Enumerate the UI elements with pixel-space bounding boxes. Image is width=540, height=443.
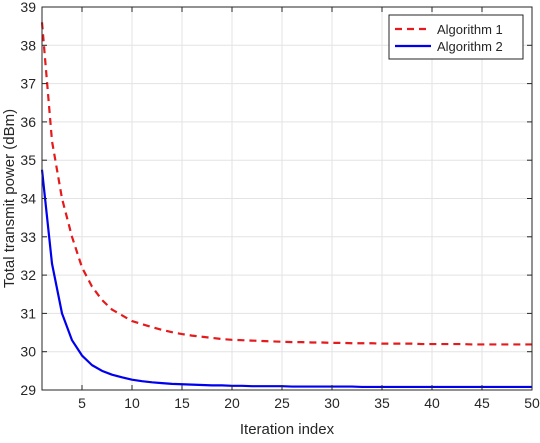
y-tick-label: 35 xyxy=(20,152,36,168)
grid-lines xyxy=(42,7,533,390)
x-tick-label: 30 xyxy=(324,395,340,411)
tick-labels: 5 10 15 20 25 30 35 40 45 50 29 30 31 32 33 34 35 36 37 38 3… xyxy=(20,0,540,411)
x-axis-label: Iteration index xyxy=(240,421,335,438)
y-tick-label: 30 xyxy=(20,344,36,360)
series-layer xyxy=(40,22,532,389)
y-tick-label: 36 xyxy=(20,114,36,130)
y-axis-label: Total transmit power (dBm) xyxy=(1,109,18,288)
y-tick-label: 29 xyxy=(20,382,36,398)
y-tick-label: 37 xyxy=(20,76,36,92)
x-tick-label: 20 xyxy=(224,395,240,411)
x-tick-label: 25 xyxy=(274,395,290,411)
y-tick-label: 33 xyxy=(20,229,36,245)
axis-ticks xyxy=(42,6,533,391)
x-tick-label: 35 xyxy=(374,395,390,411)
x-tick-label: 10 xyxy=(124,395,140,411)
legend-label-1: Algorithm 1 xyxy=(437,22,503,37)
y-tick-label: 32 xyxy=(20,267,36,283)
x-tick-label: 50 xyxy=(524,395,540,411)
y-tick-label: 38 xyxy=(20,37,36,53)
legend-label-2: Algorithm 2 xyxy=(437,39,503,54)
series-line-2 xyxy=(40,169,532,389)
x-tick-label: 15 xyxy=(174,395,190,411)
x-tick-label: 5 xyxy=(78,395,86,411)
y-tick-label: 39 xyxy=(20,0,36,15)
legend: Algorithm 1 Algorithm 2 xyxy=(388,14,524,60)
y-tick-label: 31 xyxy=(20,305,36,321)
x-tick-label: 40 xyxy=(424,395,440,411)
y-tick-label: 34 xyxy=(20,191,36,207)
x-tick-label: 45 xyxy=(474,395,490,411)
series-line-1 xyxy=(40,22,532,346)
legend-box xyxy=(388,14,524,60)
